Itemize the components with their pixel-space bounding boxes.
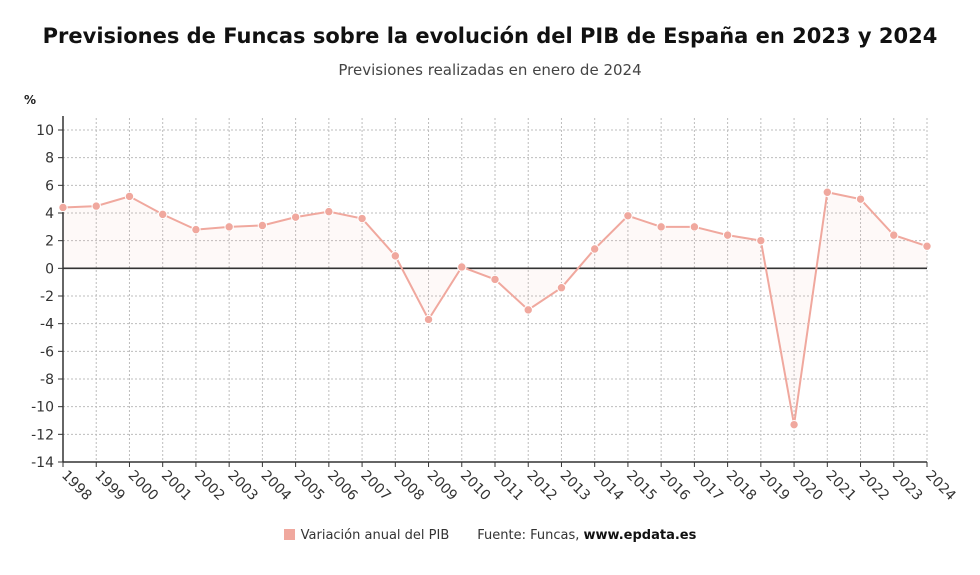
x-tick-label: 2002: [191, 468, 228, 505]
y-tick-label: -6: [40, 344, 54, 360]
x-tick-label: 2009: [424, 468, 461, 505]
x-tick-label: 2020: [789, 468, 826, 505]
x-tick-label: 2014: [590, 468, 627, 505]
x-tick-label: 2021: [822, 468, 859, 505]
source-site: www.epdata.es: [583, 528, 697, 543]
y-tick-label: -2: [40, 289, 54, 305]
data-point: [191, 224, 201, 235]
data-point: [689, 222, 700, 232]
legend-swatch: [283, 529, 295, 540]
y-tick-label: -10: [31, 400, 54, 416]
data-point: [357, 213, 367, 224]
x-tick-label: 2006: [324, 468, 361, 505]
x-tick-label: 2024: [922, 468, 959, 505]
x-tick-labels: 1998199920002001200220032004200520062007…: [58, 468, 959, 505]
series-area-fill: [63, 192, 927, 425]
data-point: [623, 211, 633, 221]
legend-series-label: Variación anual del PIB: [300, 528, 450, 543]
y-tick-label: -4: [40, 317, 54, 333]
x-tick-label: 2011: [490, 468, 527, 505]
data-point: [390, 251, 401, 261]
y-tick-label: -14: [31, 455, 54, 471]
data-point: [523, 305, 533, 315]
data-point: [722, 230, 733, 240]
y-tick-label: -8: [40, 372, 54, 388]
y-tick-label: 2: [45, 234, 54, 250]
data-point: [58, 202, 68, 213]
source-prefix: Fuente: Funcas,: [477, 528, 580, 543]
x-tick-label: 2003: [224, 468, 261, 505]
data-point: [656, 222, 666, 232]
series-layer: [58, 187, 932, 430]
data-point: [290, 212, 301, 222]
x-tick-label: 2007: [357, 468, 394, 505]
area-fill-layer: [63, 192, 927, 425]
chart-subtitle: Previsiones realizadas en enero de 2024: [338, 61, 642, 79]
x-tick-label: 2008: [390, 468, 427, 505]
x-tick-label: 2013: [557, 468, 594, 505]
y-axis-unit-label: %: [24, 93, 37, 107]
chart-title: Previsiones de Funcas sobre la evolución…: [42, 24, 938, 48]
y-tick-label: -12: [31, 427, 54, 443]
x-tick-label: 2022: [856, 468, 893, 505]
data-point: [589, 244, 600, 254]
x-tick-label: 2001: [158, 468, 195, 505]
data-point: [855, 194, 866, 204]
y-tick-label: 4: [45, 206, 54, 222]
y-tick-label: 6: [45, 178, 54, 194]
x-tick-label: 2015: [623, 468, 660, 505]
axes: [58, 116, 928, 467]
x-tick-label: 2019: [756, 468, 793, 505]
data-point: [922, 241, 932, 251]
x-tick-label: 2005: [291, 468, 328, 505]
x-tick-label: 2004: [258, 468, 295, 505]
data-point: [423, 314, 434, 325]
x-tick-label: 2010: [457, 468, 494, 505]
x-tick-label: 2023: [889, 468, 926, 505]
y-tick-label: 0: [45, 261, 54, 277]
legend: Variación anual del PIB Fuente: Funcas, w…: [0, 528, 980, 543]
data-point: [457, 262, 467, 272]
data-point: [556, 283, 567, 293]
data-point: [789, 419, 799, 430]
y-tick-label: 10: [36, 123, 54, 139]
x-tick-label: 2018: [723, 468, 760, 505]
y-tick-labels: 10 8 6 4 2 0 -2 -4 -6 -8 -10 -12 -14: [31, 123, 54, 471]
data-point: [157, 209, 168, 220]
x-tick-label: 2016: [656, 468, 693, 505]
data-point: [324, 206, 334, 217]
data-point: [257, 220, 268, 231]
x-tick-label: 2000: [125, 468, 162, 505]
data-point: [822, 187, 833, 197]
data-point: [124, 191, 135, 202]
data-point: [889, 230, 899, 240]
x-tick-label: 2017: [690, 468, 727, 505]
x-tick-label: 1999: [91, 468, 128, 505]
x-tick-label: 1998: [58, 468, 95, 505]
x-tick-label: 2012: [523, 468, 560, 505]
data-point: [224, 222, 234, 232]
y-tick-label: 8: [45, 151, 54, 167]
data-point: [756, 235, 766, 246]
data-point: [91, 201, 101, 211]
data-point: [490, 274, 500, 285]
